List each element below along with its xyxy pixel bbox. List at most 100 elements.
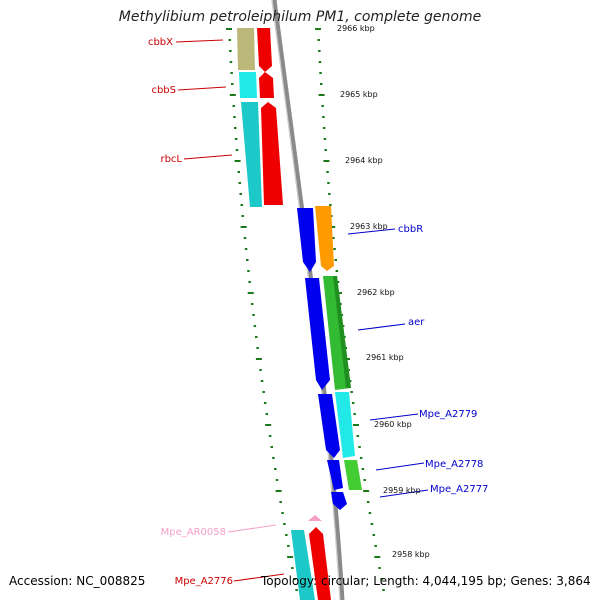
tick-mark xyxy=(229,94,236,96)
genome-summary-text: Topology: circular; Length: 4,044,195 bp… xyxy=(261,574,591,588)
tick-mark xyxy=(285,534,288,536)
tick-mark xyxy=(358,446,361,448)
tick-mark xyxy=(235,149,239,151)
gene-label-cbbs[interactable]: cbbS xyxy=(151,85,176,96)
tick-mark xyxy=(274,468,277,470)
gene-feature-red-bottom[interactable] xyxy=(309,527,331,600)
tick-mark xyxy=(240,204,243,206)
tick-marks-right xyxy=(315,28,385,591)
gene-feature-mpe-a2778[interactable] xyxy=(344,460,362,490)
label-leader-lines xyxy=(175,39,429,582)
gene-feature-blue-middle[interactable] xyxy=(305,278,330,390)
gene-feature-cbbs[interactable] xyxy=(239,72,257,98)
tick-mark xyxy=(226,28,232,30)
tick-mark xyxy=(363,479,366,481)
tick-mark xyxy=(234,127,237,129)
map-title: Methylibium petroleiphilum PM1, complete… xyxy=(118,9,482,25)
gene-label-aer[interactable]: aer xyxy=(408,317,425,328)
gene-feature-rbcl[interactable] xyxy=(241,102,262,207)
gene-label-mpe-ar0058[interactable]: Mpe_AR0058 xyxy=(161,527,226,538)
tick-mark xyxy=(353,424,359,426)
kbp-label: 2963 kbp xyxy=(350,222,388,231)
gene-feature-mpe-ar0058[interactable] xyxy=(308,515,322,521)
gene-feature-mpe-a2777[interactable] xyxy=(331,492,347,510)
accession-text: Accession: NC_008825 xyxy=(9,574,146,588)
gene-feature-aer-dark[interactable] xyxy=(333,276,351,388)
tick-mark xyxy=(256,347,259,349)
tick-mark xyxy=(318,94,325,96)
tick-mark xyxy=(356,435,360,437)
gene-feature-cbbx[interactable] xyxy=(237,28,255,70)
tick-mark xyxy=(359,457,363,459)
gene-label-mpe-a2779[interactable]: Mpe_A2779 xyxy=(419,409,477,420)
tick-mark xyxy=(272,457,275,459)
tick-mark xyxy=(232,105,235,107)
tick-mark xyxy=(320,83,323,85)
tick-mark xyxy=(229,50,232,52)
gene-features-minus-strand xyxy=(237,28,331,600)
tick-mark xyxy=(374,545,377,547)
gene-feature-blue-lower[interactable] xyxy=(318,394,340,458)
gene-label-mpe-a2778[interactable]: Mpe_A2778 xyxy=(425,459,483,470)
gene-feature-red-lower[interactable] xyxy=(261,102,283,205)
tick-mark xyxy=(283,523,286,525)
kbp-label: 2959 kbp xyxy=(383,486,421,495)
tick-mark xyxy=(293,578,296,580)
gene-label-cbbx[interactable]: cbbX xyxy=(148,37,173,48)
gene-label-rbcl[interactable]: rbcL xyxy=(160,154,182,165)
tick-mark xyxy=(370,523,374,525)
tick-mark xyxy=(334,259,337,261)
tick-mark xyxy=(295,589,298,591)
tick-mark xyxy=(243,237,247,239)
tick-mark xyxy=(366,501,370,503)
tick-mark xyxy=(231,83,234,85)
tick-mark xyxy=(327,182,330,184)
tick-mark xyxy=(247,292,254,294)
tick-mark xyxy=(374,556,381,558)
tick-mark xyxy=(382,589,385,591)
tick-mark xyxy=(372,534,375,536)
tick-mark xyxy=(322,127,326,129)
tick-mark xyxy=(228,39,231,41)
tick-mark xyxy=(350,391,353,393)
tick-mark xyxy=(339,303,342,305)
kbp-label: 2966 kbp xyxy=(337,24,375,33)
tick-mark xyxy=(253,325,257,327)
kbp-label: 2958 kbp xyxy=(392,550,430,559)
gene-feature-blue-upper[interactable] xyxy=(297,208,316,272)
tick-mark xyxy=(239,193,242,195)
gene-label-mpe-a2776[interactable]: Mpe_A2776 xyxy=(175,576,233,587)
tick-mark xyxy=(328,193,331,195)
kbp-label: 2964 kbp xyxy=(345,156,383,165)
tick-marks-left xyxy=(226,28,298,591)
tick-mark xyxy=(251,303,254,305)
tick-mark xyxy=(363,490,370,492)
gene-label-mpe-a2777[interactable]: Mpe_A2777 xyxy=(430,484,488,495)
tick-mark xyxy=(259,369,262,371)
gene-feature-red-middle[interactable] xyxy=(259,72,274,98)
tick-mark xyxy=(248,281,251,283)
tick-mark xyxy=(244,248,248,250)
gene-label-cbbr[interactable]: cbbR xyxy=(398,224,423,235)
tick-mark xyxy=(315,28,321,30)
tick-mark xyxy=(255,336,258,338)
tick-mark xyxy=(319,72,322,74)
tick-mark xyxy=(241,215,244,217)
gene-feature-mpe-a2776[interactable] xyxy=(291,530,315,600)
tick-mark xyxy=(265,424,272,426)
tick-mark xyxy=(324,149,327,151)
gene-feature-cbbr[interactable] xyxy=(315,206,334,271)
tick-mark xyxy=(237,171,240,173)
gene-features-plus-strand xyxy=(297,206,362,510)
gene-feature-mpe-a2779[interactable] xyxy=(335,392,355,458)
tick-mark xyxy=(279,501,282,503)
tick-mark xyxy=(229,61,233,63)
kbp-label: 2962 kbp xyxy=(357,288,395,297)
gene-feature-red-upper[interactable] xyxy=(257,28,272,72)
kbp-labels: 2966 kbp 2965 kbp 2964 kbp 2963 kbp 2962… xyxy=(337,24,430,559)
tick-mark xyxy=(348,380,352,382)
tick-mark xyxy=(246,259,249,261)
gene-feature-blue-tail-a[interactable] xyxy=(327,460,343,490)
tick-mark xyxy=(329,204,332,206)
